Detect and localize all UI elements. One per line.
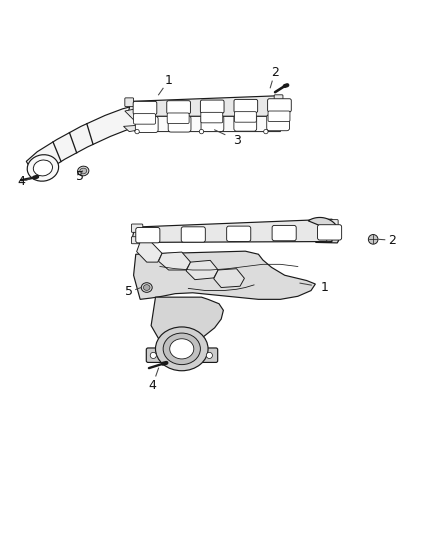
FancyBboxPatch shape [133,101,157,115]
FancyBboxPatch shape [268,99,291,112]
Polygon shape [151,297,223,346]
Polygon shape [186,260,218,280]
FancyBboxPatch shape [267,115,290,131]
Polygon shape [124,125,139,132]
FancyBboxPatch shape [131,224,143,232]
FancyBboxPatch shape [272,225,296,241]
FancyBboxPatch shape [274,95,283,103]
FancyBboxPatch shape [234,99,258,112]
Circle shape [368,235,378,244]
FancyBboxPatch shape [168,116,191,132]
FancyBboxPatch shape [146,348,218,362]
Ellipse shape [163,333,200,365]
Circle shape [206,352,212,359]
FancyBboxPatch shape [167,113,189,124]
Text: 4: 4 [148,379,156,392]
FancyBboxPatch shape [167,101,191,114]
FancyBboxPatch shape [234,115,257,131]
Ellipse shape [155,327,208,371]
Ellipse shape [80,168,87,174]
Text: 1: 1 [321,281,329,294]
FancyBboxPatch shape [268,111,290,122]
FancyBboxPatch shape [134,114,155,124]
FancyBboxPatch shape [201,100,224,113]
Circle shape [199,130,204,134]
Ellipse shape [141,282,152,292]
Polygon shape [128,96,284,116]
Polygon shape [134,251,315,300]
Polygon shape [137,242,162,262]
FancyBboxPatch shape [131,237,143,244]
Ellipse shape [144,285,150,290]
Circle shape [150,352,156,359]
FancyBboxPatch shape [318,225,342,240]
Text: 3: 3 [233,134,241,147]
Polygon shape [132,219,336,243]
FancyBboxPatch shape [201,115,224,132]
Polygon shape [308,217,339,243]
FancyBboxPatch shape [181,227,205,242]
Circle shape [135,130,139,134]
Text: 5: 5 [125,285,133,298]
FancyBboxPatch shape [136,228,160,243]
Ellipse shape [78,166,89,176]
FancyBboxPatch shape [135,116,158,133]
Text: 1: 1 [165,74,173,87]
Text: 4: 4 [17,175,25,189]
FancyBboxPatch shape [125,98,134,107]
Text: 5: 5 [76,170,84,183]
Polygon shape [125,109,147,122]
FancyBboxPatch shape [227,226,251,241]
FancyBboxPatch shape [327,220,338,228]
Polygon shape [26,106,139,179]
FancyBboxPatch shape [234,112,256,122]
Polygon shape [134,113,283,132]
FancyBboxPatch shape [327,235,338,242]
Ellipse shape [33,160,53,176]
Polygon shape [214,269,244,287]
Text: 2: 2 [271,67,279,79]
Text: 2: 2 [388,233,396,247]
Ellipse shape [27,155,59,181]
Circle shape [264,130,268,134]
FancyBboxPatch shape [201,112,223,123]
Ellipse shape [170,339,194,359]
Polygon shape [159,252,191,270]
